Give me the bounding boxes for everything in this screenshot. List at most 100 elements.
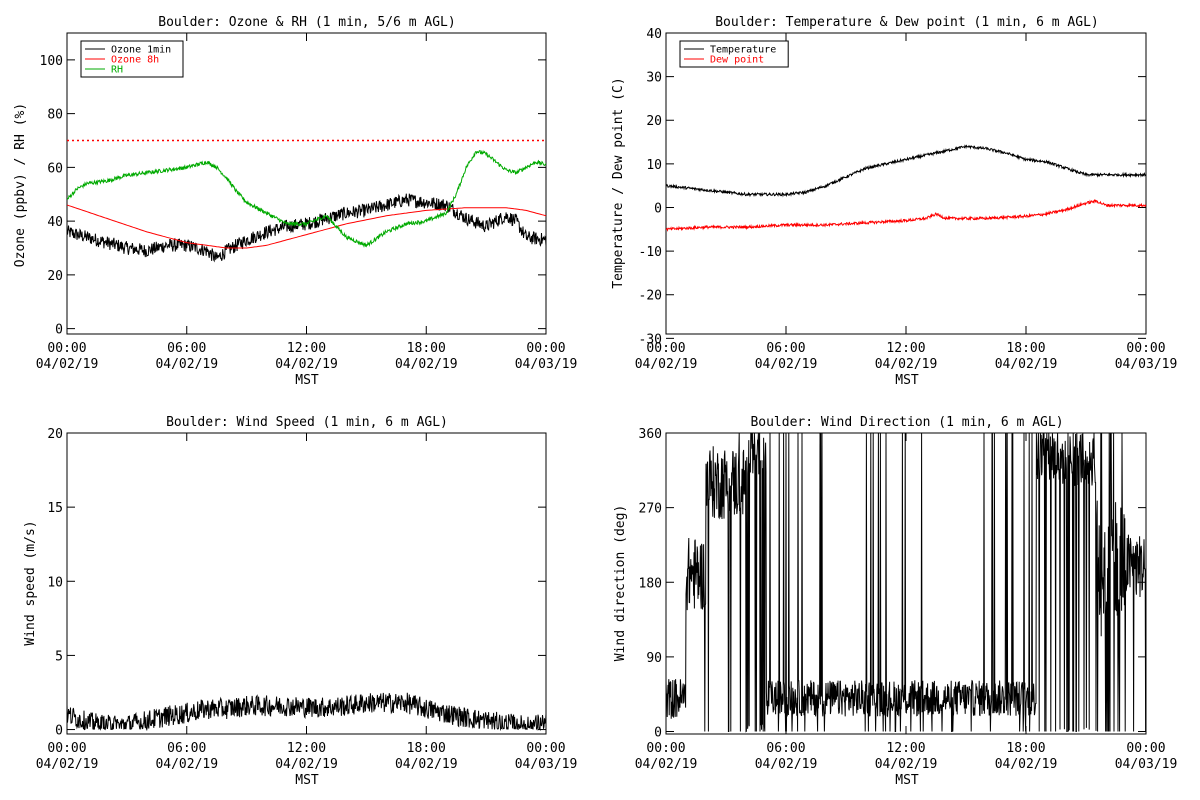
y-tick-label: -10 xyxy=(639,245,662,260)
y-axis-label: Temperature / Dew point (C) xyxy=(611,77,626,288)
x-tick-time-label: 06:00 xyxy=(167,341,206,356)
chart-title: Boulder: Ozone & RH (1 min, 5/6 m AGL) xyxy=(158,15,455,30)
x-axis-label: MST xyxy=(295,773,319,788)
x-tick-time-label: 12:00 xyxy=(287,341,326,356)
plot-area xyxy=(67,139,546,263)
y-tick-label: 20 xyxy=(47,427,63,442)
x-tick-time-label: 18:00 xyxy=(407,741,446,756)
series-line-rh xyxy=(67,149,546,248)
x-tick-time-label: 06:00 xyxy=(766,741,805,756)
x-tick-time-label: 12:00 xyxy=(886,741,925,756)
y-tick-label: 90 xyxy=(646,651,662,666)
plot-area xyxy=(67,692,546,732)
y-tick-label: 60 xyxy=(47,161,63,176)
x-tick-date-label: 04/02/19 xyxy=(36,757,99,772)
x-tick-date-label: 04/02/19 xyxy=(155,357,218,372)
chart-title: Boulder: Temperature & Dew point (1 min,… xyxy=(715,15,1099,30)
series-line-temperature xyxy=(666,144,1146,198)
x-tick-date-label: 04/02/19 xyxy=(875,757,938,772)
legend-box xyxy=(679,40,789,68)
legend-label: Dew point xyxy=(710,55,764,66)
y-tick-label: 20 xyxy=(47,269,63,284)
x-axis-label: MST xyxy=(895,773,919,788)
x-tick-time-label: 00:00 xyxy=(646,741,685,756)
legend-label: RH xyxy=(111,65,123,76)
plot-frame xyxy=(66,32,547,335)
series-line-wdir xyxy=(666,433,1146,733)
x-tick-date-label: 04/02/19 xyxy=(875,357,938,372)
y-tick-label: 270 xyxy=(639,502,662,517)
legend-label: Temperature xyxy=(710,45,776,56)
x-tick-time-label: 18:00 xyxy=(407,341,446,356)
y-tick-label: 0 xyxy=(55,724,63,739)
y-tick-label: 0 xyxy=(654,201,662,216)
x-tick-time-label: 12:00 xyxy=(287,741,326,756)
y-tick-label: 360 xyxy=(639,427,662,442)
x-tick-time-label: 00:00 xyxy=(526,741,565,756)
y-tick-label: 30 xyxy=(646,71,662,86)
chart-title: Boulder: Wind Speed (1 min, 6 m AGL) xyxy=(166,415,448,430)
x-tick-date-label: 04/02/19 xyxy=(395,357,458,372)
x-tick-date-label: 04/03/19 xyxy=(515,357,578,372)
x-axis-label: MST xyxy=(895,373,919,388)
y-tick-label: 40 xyxy=(47,215,63,230)
series-line-wspd xyxy=(67,692,546,732)
x-tick-date-label: 04/02/19 xyxy=(995,357,1058,372)
series-line-ozone-8h xyxy=(67,204,546,249)
legend-label: Ozone 1min xyxy=(111,45,171,56)
temperature-dewpoint-chart: Boulder: Temperature & Dew point (1 min,… xyxy=(611,15,1177,388)
legend-label: Ozone 8h xyxy=(111,55,159,66)
x-tick-time-label: 00:00 xyxy=(526,341,565,356)
x-tick-date-label: 04/03/19 xyxy=(515,757,578,772)
plot-frame xyxy=(66,432,547,735)
plot-frame xyxy=(665,32,1147,335)
x-tick-date-label: 04/02/19 xyxy=(395,757,458,772)
y-tick-label: 0 xyxy=(55,323,63,338)
x-tick-time-label: 18:00 xyxy=(1006,341,1045,356)
x-tick-time-label: 12:00 xyxy=(886,341,925,356)
wind-speed-chart: Boulder: Wind Speed (1 min, 6 m AGL) Win… xyxy=(23,415,577,788)
x-tick-date-label: 04/02/19 xyxy=(36,357,99,372)
x-tick-time-label: 00:00 xyxy=(47,341,86,356)
plot-area xyxy=(666,144,1146,232)
y-tick-label: 180 xyxy=(639,576,662,591)
x-tick-time-label: 00:00 xyxy=(1126,341,1165,356)
y-tick-label: 20 xyxy=(646,114,662,129)
y-tick-label: -30 xyxy=(639,332,662,347)
y-tick-label: 0 xyxy=(654,726,662,741)
x-tick-date-label: 04/02/19 xyxy=(155,757,218,772)
y-tick-label: 5 xyxy=(55,649,63,664)
x-tick-date-label: 04/02/19 xyxy=(755,357,818,372)
y-axis-label: Wind direction (deg) xyxy=(613,505,628,662)
plot-area xyxy=(666,433,1146,733)
y-tick-label: -20 xyxy=(639,289,662,304)
y-tick-label: 100 xyxy=(40,54,63,69)
y-axis-label: Ozone (ppbv) / RH (%) xyxy=(13,103,28,267)
x-tick-date-label: 04/02/19 xyxy=(635,357,698,372)
y-tick-label: 10 xyxy=(47,575,63,590)
x-tick-date-label: 04/02/19 xyxy=(995,757,1058,772)
ozone-rh-chart: Boulder: Ozone & RH (1 min, 5/6 m AGL) O… xyxy=(13,15,577,388)
x-tick-time-label: 06:00 xyxy=(766,341,805,356)
x-tick-date-label: 04/02/19 xyxy=(635,757,698,772)
y-tick-label: 15 xyxy=(47,501,63,516)
x-tick-time-label: 00:00 xyxy=(1126,741,1165,756)
x-tick-time-label: 06:00 xyxy=(167,741,206,756)
x-tick-time-label: 00:00 xyxy=(646,341,685,356)
y-tick-label: 10 xyxy=(646,158,662,173)
x-tick-time-label: 18:00 xyxy=(1006,741,1045,756)
wind-direction-chart: Boulder: Wind Direction (1 min, 6 m AGL)… xyxy=(613,415,1177,788)
x-tick-date-label: 04/02/19 xyxy=(275,357,338,372)
series-line-ozone-1min xyxy=(67,193,546,263)
x-tick-date-label: 04/02/19 xyxy=(275,757,338,772)
x-tick-date-label: 04/03/19 xyxy=(1115,357,1178,372)
series-line-dew-point xyxy=(666,199,1146,232)
y-axis-label: Wind speed (m/s) xyxy=(23,520,38,645)
x-tick-date-label: 04/02/19 xyxy=(755,757,818,772)
y-tick-label: 40 xyxy=(646,27,662,42)
x-tick-time-label: 00:00 xyxy=(47,741,86,756)
y-tick-label: 80 xyxy=(47,108,63,123)
chart-title: Boulder: Wind Direction (1 min, 6 m AGL) xyxy=(750,415,1063,430)
x-axis-label: MST xyxy=(295,373,319,388)
